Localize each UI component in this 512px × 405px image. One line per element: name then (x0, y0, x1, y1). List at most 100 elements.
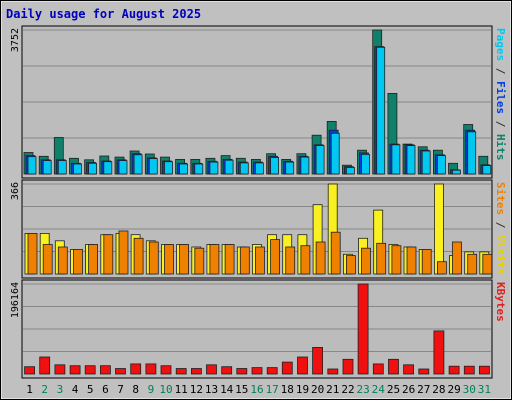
bar-kbytes-kbytes-day-24 (372, 363, 384, 375)
bar-hits-pages-day-15 (239, 162, 249, 175)
x-tick-label-day-18: 18 (281, 383, 294, 396)
x-tick-label-day-25: 25 (387, 383, 400, 396)
bar-kbytes-kbytes-day-8 (130, 363, 142, 375)
bar-kbytes-kbytes-day-4 (69, 365, 81, 375)
bar-visits-sites-day-31 (482, 253, 493, 275)
x-tick-label-day-14: 14 (220, 383, 234, 396)
bar-kbytes-kbytes-day-11 (175, 368, 187, 375)
panel-kbytes: 196164 KBytes (10, 279, 507, 379)
x-tick-label-day-30: 30 (463, 383, 476, 396)
bar-hits-pages-day-8 (133, 154, 143, 175)
bar-hits-pages-day-2 (42, 160, 52, 175)
bar-hits-pages-day-12 (194, 163, 204, 175)
bar-visits-sites-day-1 (27, 232, 38, 275)
bar-visits-sites-day-16 (254, 246, 265, 275)
bar-hits-pages-day-24 (376, 46, 386, 175)
x-tick-label-day-28: 28 (432, 383, 445, 396)
bar-kbytes-kbytes-day-31 (478, 365, 490, 375)
bar-visits-sites-day-2 (42, 244, 53, 275)
series-axis-label: Sites / Visits (494, 182, 507, 275)
bar-visits-sites-day-14 (224, 244, 235, 275)
bar-hits-pages-day-23 (361, 153, 370, 175)
bar-hits-pages-day-1 (27, 156, 37, 175)
bar-visits-sites-day-25 (391, 245, 402, 275)
bar-hits-pages-day-21 (330, 132, 340, 175)
chart-title: Daily usage for August 2025 (6, 7, 201, 21)
bar-visits-sites-day-7 (118, 230, 129, 275)
bar-visits-sites-day-22 (345, 255, 356, 275)
series-axis-label-part: / (494, 61, 507, 81)
bar-hits-pages-day-16 (254, 162, 264, 175)
bar-kbytes-kbytes-day-2 (39, 356, 51, 375)
bar-kbytes-kbytes-day-1 (24, 366, 36, 375)
x-tick-label-day-15: 15 (235, 383, 248, 396)
bar-hits-pages-day-14 (224, 159, 234, 175)
x-tick-label-day-29: 29 (447, 383, 460, 396)
x-tick-label-day-23: 23 (356, 383, 369, 396)
bar-hits-pages-day-30 (467, 131, 477, 175)
x-tick-label-day-4: 4 (72, 383, 79, 396)
bar-hits-pages-day-20 (315, 145, 325, 175)
bar-hits-pages-day-31 (482, 165, 492, 175)
bar-kbytes-kbytes-day-6 (100, 365, 111, 375)
bar-kbytes-kbytes-day-12 (190, 368, 202, 375)
bar-kbytes-kbytes-day-20 (312, 346, 324, 375)
bar-hits-pages-day-22 (345, 167, 355, 175)
bar-visits-sites-day-11 (179, 244, 190, 275)
bar-kbytes-kbytes-day-27 (418, 368, 430, 375)
series-axis-label-part: KBytes (494, 282, 507, 322)
series-axis-label-part: / (494, 215, 507, 235)
bar-visits-sites-day-30 (467, 253, 478, 275)
bar-hits-pages-day-26 (406, 145, 416, 175)
x-tick-label-day-22: 22 (341, 383, 354, 396)
bar-visits-sites-day-6 (103, 234, 114, 275)
y-max-label: 366 (10, 182, 21, 200)
bar-kbytes-kbytes-day-18 (281, 361, 293, 375)
bar-kbytes-kbytes-day-22 (342, 358, 354, 375)
bar-hits-pages-day-29 (452, 169, 461, 175)
bar-visits-sites-day-10 (164, 244, 174, 275)
x-tick-label-day-26: 26 (402, 383, 415, 396)
bar-kbytes-kbytes-day-28 (433, 330, 445, 375)
bar-hits-pages-day-27 (421, 150, 431, 175)
bar-hits-pages-day-5 (88, 162, 97, 175)
x-tick-label-day-5: 5 (87, 383, 94, 396)
x-tick-label-day-1: 1 (26, 383, 33, 396)
panel-hits: 3752 Pages / Files / Hits (10, 25, 507, 179)
panel-visits: 366 Sites / Visits (10, 179, 507, 279)
bar-hits-pages-day-25 (391, 144, 401, 175)
bar-visits-sites-day-13 (209, 244, 220, 275)
series-axis-label-part: / (494, 114, 507, 134)
bar-hits-pages-day-6 (103, 161, 113, 175)
series-axis-label-part: Sites (494, 182, 507, 215)
bar-visits-sites-day-21 (330, 231, 341, 275)
bar-kbytes-kbytes-day-19 (297, 356, 308, 375)
x-tick-label-day-31: 31 (478, 383, 491, 396)
bar-hits-pages-day-11 (179, 163, 189, 175)
x-tick-label-day-11: 11 (175, 383, 188, 396)
bar-visits-sites-day-15 (239, 246, 250, 275)
bar-kbytes-kbytes-day-26 (403, 364, 415, 375)
x-tick-label-day-7: 7 (117, 383, 124, 396)
bar-visits-sites-day-23 (361, 247, 371, 275)
bar-visits-sites-day-9 (148, 241, 159, 275)
bar-kbytes-kbytes-day-5 (84, 365, 96, 375)
bar-kbytes-kbytes-day-17 (266, 367, 278, 375)
bar-kbytes-kbytes-day-9 (145, 363, 157, 375)
bar-kbytes-kbytes-day-25 (388, 358, 399, 375)
series-axis-label-part: Files (494, 81, 507, 114)
y-max-label: 196164 (10, 282, 21, 318)
bar-visits-sites-day-28 (436, 261, 447, 275)
series-axis-label-part: Pages (494, 28, 507, 61)
bar-visits-sites-day-5 (88, 244, 98, 275)
bar-kbytes-kbytes-day-10 (160, 365, 172, 375)
bar-kbytes-kbytes-day-3 (54, 364, 66, 375)
bar-hits-pages-day-28 (436, 155, 446, 175)
series-axis-label: KBytes (494, 282, 507, 322)
x-tick-label-day-19: 19 (296, 383, 309, 396)
series-axis-label-part: Hits (494, 134, 507, 161)
x-tick-label-day-3: 3 (57, 383, 64, 396)
bar-visits-sites-day-17 (270, 239, 281, 275)
bar-kbytes-kbytes-day-29 (448, 365, 460, 375)
